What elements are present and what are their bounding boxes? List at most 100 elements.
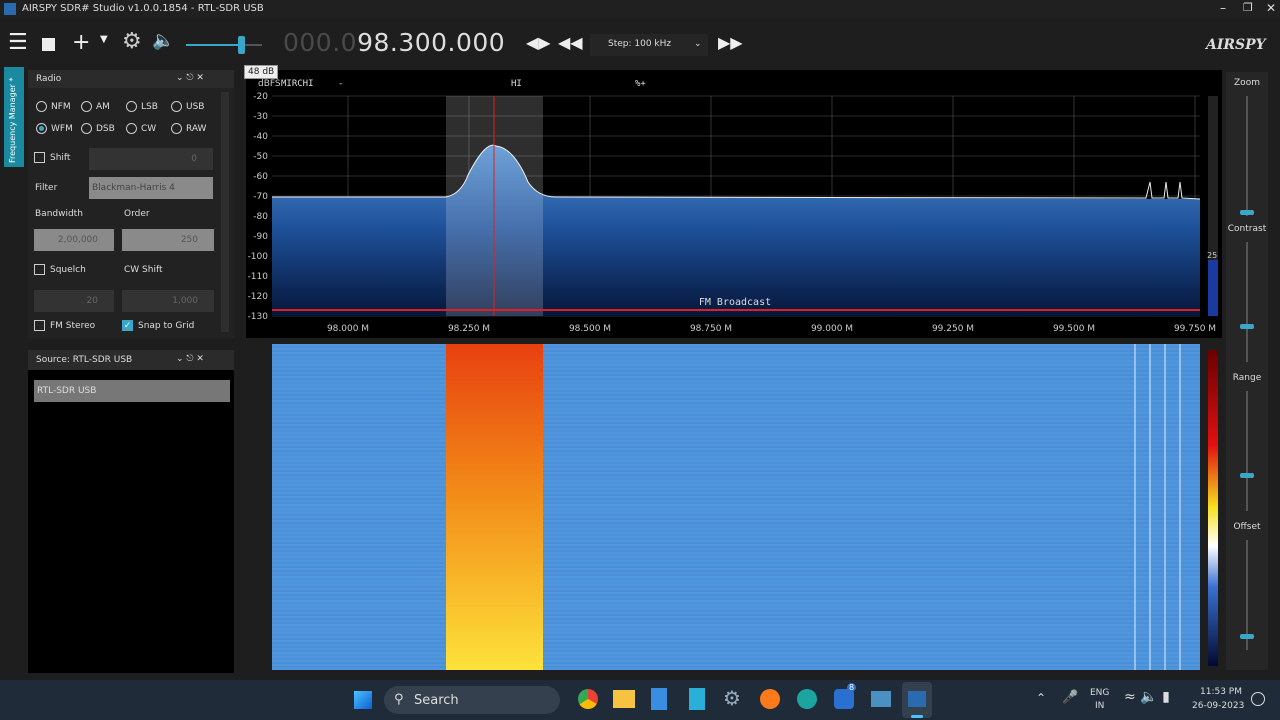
minimize[interactable]: – [1220,1,1226,15]
side-tab[interactable]: Frequency Manager * [4,67,24,167]
shift-checkbox[interactable] [34,152,45,163]
slider-thumb[interactable] [1240,473,1254,478]
x-tick-label: 99.500 M [1053,324,1095,334]
waterfall-row [272,522,1200,524]
add-dropdown[interactable]: ▼ [100,34,108,45]
teams-icon[interactable] [834,689,854,709]
waterfall-row [272,458,1200,460]
waterfall-row [272,442,1200,444]
toolbar: ☰ + ▼ ⚙ 🔈 48 dB 000.098.300.000 ◀▶ ◀◀ St… [0,18,1280,79]
waterfall-row [272,414,1200,416]
mode-radio[interactable] [81,101,92,112]
stop-button[interactable] [42,38,55,51]
waterfall-row [272,618,1200,620]
mode-radio[interactable] [81,123,92,134]
mode-radio[interactable] [36,101,47,112]
squelch-label: Squelch [50,265,86,275]
close[interactable]: ✕ [1266,1,1277,15]
waterfall-row [272,634,1200,636]
frequency-display[interactable]: 000.098.300.000 [283,28,505,57]
waterfall-row [272,526,1200,528]
side-tab-label: Frequency Manager * [8,77,17,163]
step-arrow: ⌄ [694,39,702,49]
waterfall-row [272,578,1200,580]
snap-checkbox[interactable]: ✓ [122,320,133,331]
filter-select[interactable]: Blackman-Harris 4 [89,177,213,199]
app-icon[interactable] [871,691,891,707]
waterfall-row [272,518,1200,520]
device-select[interactable]: RTL-SDR USB [34,380,230,402]
start-button[interactable] [354,691,372,709]
settings-button[interactable]: ⚙ [122,29,142,54]
notification[interactable] [1251,692,1265,706]
mic-icon[interactable]: 🎤 [1062,690,1079,705]
explorer-icon[interactable] [613,690,635,708]
tray-arrow[interactable]: ⌃ [1036,691,1047,705]
squelch-checkbox[interactable] [34,264,45,275]
maximize[interactable]: ❐ [1243,1,1253,14]
add-button[interactable]: + [72,30,91,55]
search-label: Search [414,693,459,708]
spectrum-view: FM Broadcast dBFS 25 -20 -30 -40 -50 -60 -70 -… [246,70,1222,674]
volume-thumb[interactable] [238,36,245,54]
mode-radio[interactable] [36,123,47,134]
mode-radio[interactable] [126,123,137,134]
bandwidth-label: Bandwidth [35,209,83,219]
fm-stereo-checkbox[interactable] [34,320,45,331]
waterfall-row [272,410,1200,412]
firefox-icon[interactable] [760,689,780,709]
level-meter [1208,96,1218,316]
date[interactable]: 26-09-2023 [1192,701,1245,711]
mute-button[interactable]: 🔈 [152,30,175,51]
mode-radio[interactable] [171,123,182,134]
slider-label: Range [1232,373,1262,383]
waterfall-row [272,582,1200,584]
squelch-input[interactable]: 20 [34,290,114,312]
waterfall-row [272,514,1200,516]
calculator-icon[interactable] [651,688,667,710]
y-tick-label: -20 [253,92,268,102]
step-select[interactable]: Step: 100 kHz ⌄ [590,34,708,56]
rds-text: HI [511,79,522,89]
y-tick-label: -50 [253,152,268,162]
order-input[interactable]: 250 [122,229,214,251]
chrome-icon[interactable] [578,689,598,709]
waterfall-row [272,486,1200,488]
bandwidth-input[interactable]: 2,00,000 [34,229,114,251]
mode-radio[interactable] [171,101,182,112]
tune-arrows[interactable]: ◀▶ [526,33,551,52]
notepad-icon[interactable] [689,688,705,710]
active-app[interactable] [902,682,932,718]
slider-thumb[interactable] [1240,210,1254,215]
panel-buttons[interactable]: ⌄ ⎋ ✕ [176,354,204,364]
slider-thumb[interactable] [1240,634,1254,639]
lang[interactable]: ENG [1090,688,1110,698]
y-tick-label: -120 [248,292,269,302]
scrollbar[interactable] [221,92,229,332]
settings-icon[interactable]: ⚙ [723,686,741,710]
region[interactable]: IN [1095,701,1105,711]
edge-icon[interactable] [797,689,817,709]
slider-thumb[interactable] [1240,324,1254,329]
waterfall-row [272,622,1200,624]
step-label: Step: 100 kHz [608,39,672,49]
step-back[interactable]: ◀◀ [558,33,583,52]
mode-radio[interactable] [126,101,137,112]
waterfall-row [272,370,1200,372]
waterfall-row [272,666,1200,668]
shift-input[interactable]: 0 [89,148,213,170]
waterfall-row [272,462,1200,464]
time[interactable]: 11:53 PM [1200,687,1242,697]
app-icon [4,3,16,15]
panel-buttons[interactable]: ⌄ ⎋ ✕ [176,73,204,83]
status-icons[interactable]: ≈ 🔈 ▮ [1124,689,1170,705]
fm-stereo-label: FM Stereo [50,321,96,331]
volume-track-rest [242,44,262,46]
slider-track [1246,242,1248,362]
cw-shift-input[interactable]: 1,000 [122,290,214,312]
band-label: FM Broadcast [699,297,771,308]
search-box[interactable]: ⚲ Search [384,686,560,714]
step-forward[interactable]: ▶▶ [718,33,743,52]
menu-button[interactable]: ☰ [8,30,28,55]
